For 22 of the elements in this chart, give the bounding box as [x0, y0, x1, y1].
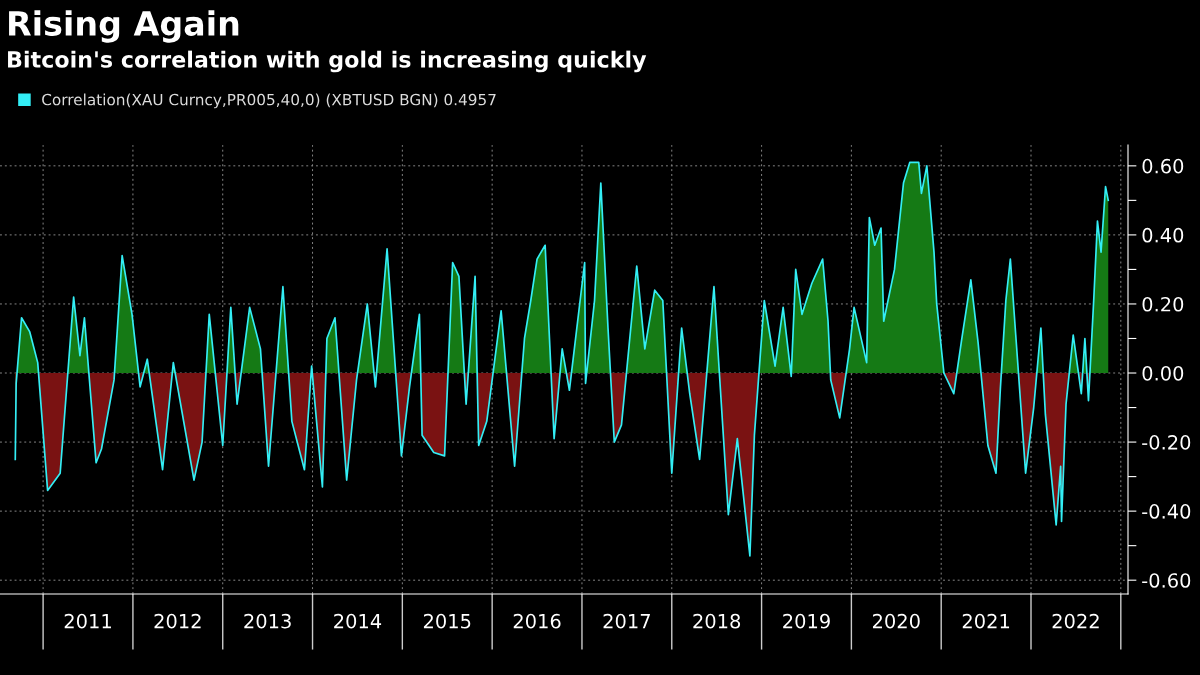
x-tick-label: 2014 — [334, 613, 382, 629]
y-tick-label: 0.60 — [1142, 158, 1184, 174]
y-tick-label: -0.60 — [1142, 573, 1191, 588]
y-tick-label: 0.00 — [1142, 365, 1184, 381]
y-tick-label: 0.40 — [1142, 227, 1184, 243]
x-tick-label: 2016 — [513, 613, 561, 629]
x-tick-label: 2020 — [872, 613, 920, 629]
y-tick-label: 0.20 — [1142, 296, 1184, 312]
y-tick-label: -0.40 — [1142, 504, 1191, 519]
x-tick-label: 2019 — [783, 613, 830, 629]
x-tick-label: 2021 — [962, 613, 1010, 629]
y-tick-label: -0.20 — [1142, 435, 1191, 450]
x-tick-label: 2013 — [244, 613, 291, 629]
legend-label: Correlation(XAU Curncy,PR005,40,0) (XBTUSD BGN) 0.4957 — [42, 93, 496, 109]
x-tick-label: 2017 — [603, 613, 650, 629]
x-tick-label: 2012 — [154, 613, 201, 629]
x-tick-label: 2022 — [1052, 613, 1099, 629]
x-tick-label: 2015 — [423, 613, 471, 629]
x-tick-label: 2011 — [64, 613, 111, 629]
chart-title: Rising Again — [9, 10, 239, 43]
x-tick-label: 2018 — [693, 613, 741, 629]
chart-subtitle: Bitcoin's correlation with gold is increasing quickly — [8, 50, 647, 73]
